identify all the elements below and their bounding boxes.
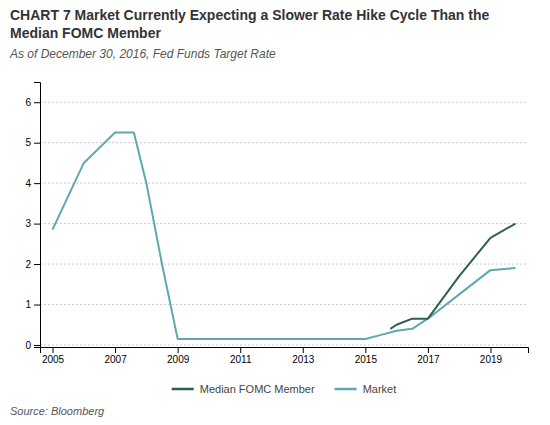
- y-tick: 2: [25, 259, 40, 270]
- x-tick-label: 2017: [417, 354, 440, 365]
- x-tick-label: 2005: [42, 354, 65, 365]
- y-tick-mark: [34, 224, 40, 225]
- y-tick: 1: [25, 299, 40, 310]
- y-tick-label: 1: [25, 299, 31, 310]
- x-tick-label: 2011: [230, 354, 252, 365]
- x-tick-label: 2019: [480, 354, 503, 365]
- legend: Median FOMC Member Market: [172, 383, 397, 395]
- legend-label: Market: [363, 383, 397, 395]
- subtitle: As of December 30, 2016, Fed Funds Targe…: [9, 47, 276, 61]
- x-tick: 2009: [167, 347, 190, 365]
- y-tick: 4: [25, 178, 40, 189]
- grid-line: [40, 264, 528, 265]
- lines: [53, 133, 516, 339]
- x-tick: 2013: [292, 347, 315, 365]
- y-tick: 6: [25, 97, 40, 108]
- series-line: [390, 224, 515, 329]
- grid-line: [40, 223, 528, 224]
- series-line: [53, 133, 516, 339]
- y-tick-label: 6: [25, 97, 31, 108]
- y-tick-mark: [34, 183, 40, 184]
- x-axis-line: [41, 348, 529, 354]
- legend-swatch: [172, 388, 194, 391]
- y-tick: 5: [25, 137, 40, 148]
- grid: [40, 102, 528, 345]
- chart: CHART 7 Market Currently Expecting a Slo…: [0, 0, 550, 425]
- annotation: Source: Bloomberg: [10, 405, 105, 417]
- x-tick: 2019: [480, 347, 503, 365]
- y-tick-label: 0: [25, 340, 31, 351]
- y-axis-line: [34, 83, 41, 348]
- x-tick-mark: [240, 347, 241, 353]
- x-tick-mark: [428, 347, 429, 353]
- grid-line: [40, 183, 528, 184]
- grid-line: [40, 102, 528, 103]
- x-tick-mark: [115, 347, 116, 353]
- legend-item: Market: [335, 383, 397, 395]
- y-tick-label: 2: [25, 259, 31, 270]
- y-tick: 3: [25, 218, 40, 229]
- x-tick: 2017: [417, 347, 440, 365]
- y-tick-mark: [34, 143, 40, 144]
- y-tick-label: 4: [25, 178, 31, 189]
- x-tick-label: 2009: [167, 354, 190, 365]
- y-tick-mark: [34, 305, 40, 306]
- x-tick-mark: [303, 347, 304, 353]
- x-tick-label: 2007: [104, 354, 127, 365]
- grid-line: [40, 142, 528, 143]
- grid-line: [40, 344, 528, 345]
- grid-line: [40, 304, 528, 305]
- y-tick-mark: [34, 102, 40, 103]
- x-tick-mark: [365, 347, 366, 353]
- legend-swatch: [335, 388, 357, 391]
- x-tick-label: 2015: [355, 354, 378, 365]
- x-tick: 2015: [355, 347, 378, 365]
- y-tick-mark: [34, 264, 40, 265]
- x-tick-mark: [53, 347, 54, 353]
- y-axis: 0 1 2 3 4 5 6: [25, 83, 40, 351]
- legend-item: Median FOMC Member: [172, 383, 315, 395]
- x-tick: 2005: [42, 347, 65, 365]
- title: CHART 7 Market Currently Expecting a Slo…: [10, 7, 493, 41]
- x-tick-mark: [178, 347, 179, 353]
- x-tick: 2007: [104, 347, 127, 365]
- x-axis: 2005 2007 2009 2011 2013 2015 2017 2019: [41, 347, 529, 365]
- y-tick: 0: [25, 340, 40, 351]
- x-tick-mark: [490, 347, 491, 353]
- legend-label: Median FOMC Member: [200, 383, 315, 395]
- x-tick: 2011: [230, 347, 252, 365]
- y-tick-label: 5: [25, 137, 31, 148]
- y-tick-label: 3: [25, 218, 31, 229]
- x-tick-label: 2013: [292, 354, 315, 365]
- plot: 2005 2007 2009 2011 2013 2015 2017 2019 0 1 2 3 4 5 6: [25, 83, 528, 366]
- y-tick-mark: [34, 345, 40, 346]
